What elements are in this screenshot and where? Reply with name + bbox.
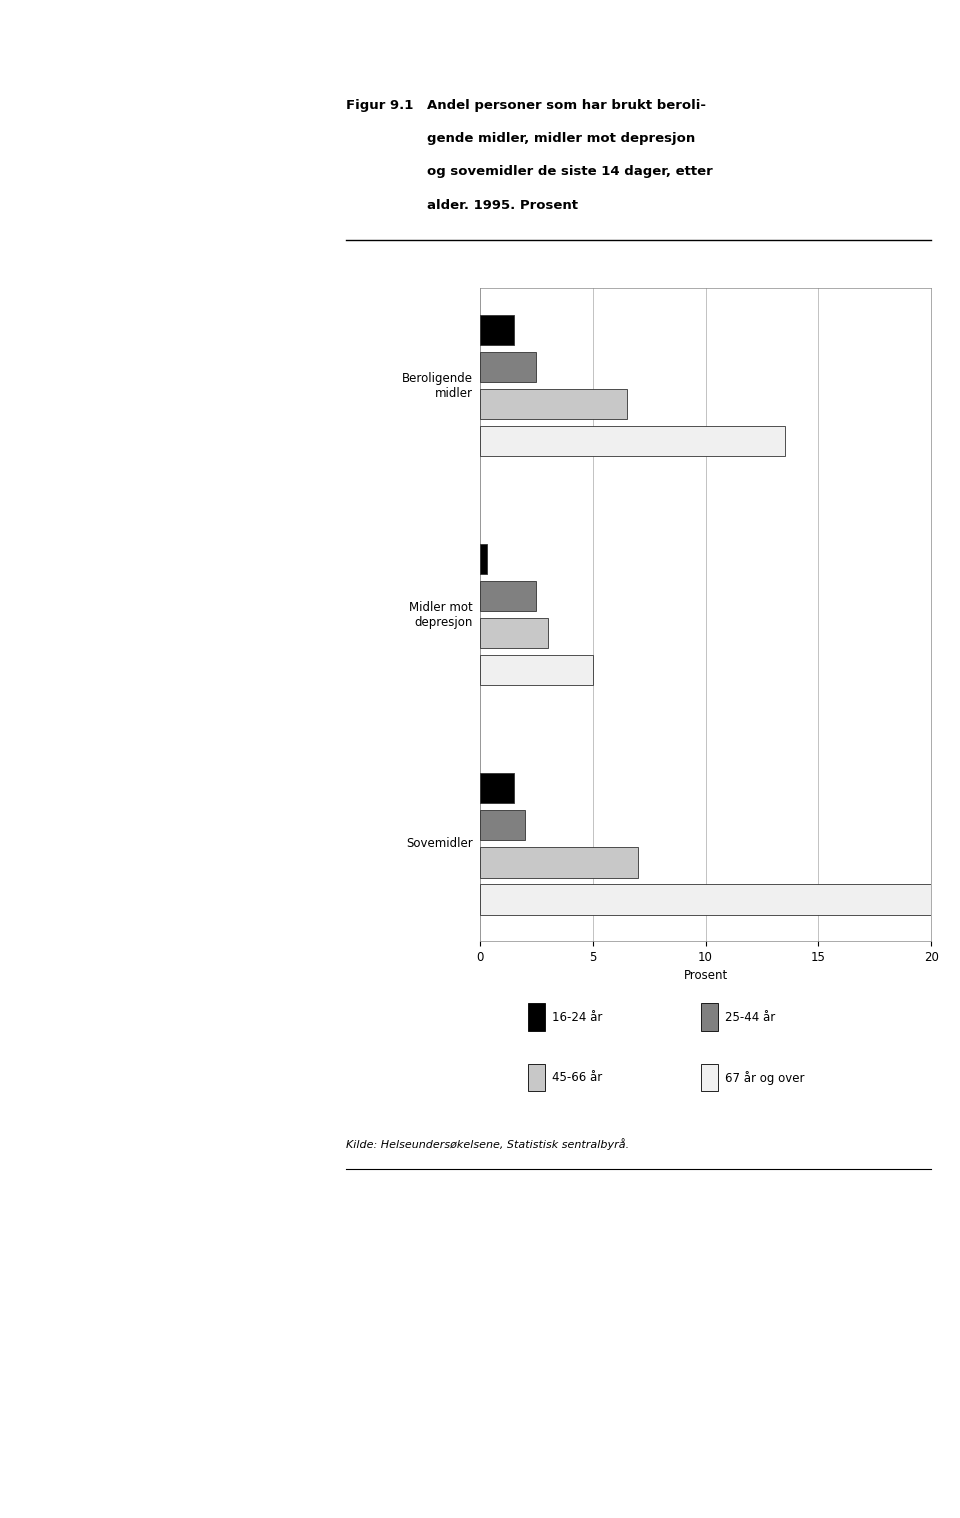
Text: 16-24 år: 16-24 år xyxy=(552,1011,602,1023)
Bar xyxy=(480,773,514,803)
Text: gende midler, midler mot depresjon: gende midler, midler mot depresjon xyxy=(427,132,695,146)
Bar xyxy=(480,618,547,648)
Text: og sovemidler de siste 14 dager, etter: og sovemidler de siste 14 dager, etter xyxy=(427,165,713,179)
Bar xyxy=(480,656,592,686)
Bar xyxy=(480,581,537,612)
Text: 25-44 år: 25-44 år xyxy=(725,1011,775,1023)
Bar xyxy=(480,543,487,574)
Bar xyxy=(480,316,514,345)
Bar xyxy=(480,885,931,914)
Bar xyxy=(480,847,637,877)
Text: 45-66 år: 45-66 år xyxy=(552,1072,602,1084)
X-axis label: Prosent: Prosent xyxy=(684,970,728,982)
Bar xyxy=(480,352,537,383)
Bar xyxy=(480,389,627,419)
Text: Andel personer som har brukt beroli-: Andel personer som har brukt beroli- xyxy=(427,99,707,112)
Text: alder. 1995. Prosent: alder. 1995. Prosent xyxy=(427,199,578,213)
Text: 67 år og over: 67 år og over xyxy=(725,1070,804,1085)
Text: Figur 9.1: Figur 9.1 xyxy=(346,99,413,112)
Bar xyxy=(480,427,784,457)
Text: Kilde: Helseundersøkelsene, Statistisk sentralbyrå.: Kilde: Helseundersøkelsene, Statistisk s… xyxy=(346,1138,629,1151)
Bar xyxy=(480,811,525,841)
